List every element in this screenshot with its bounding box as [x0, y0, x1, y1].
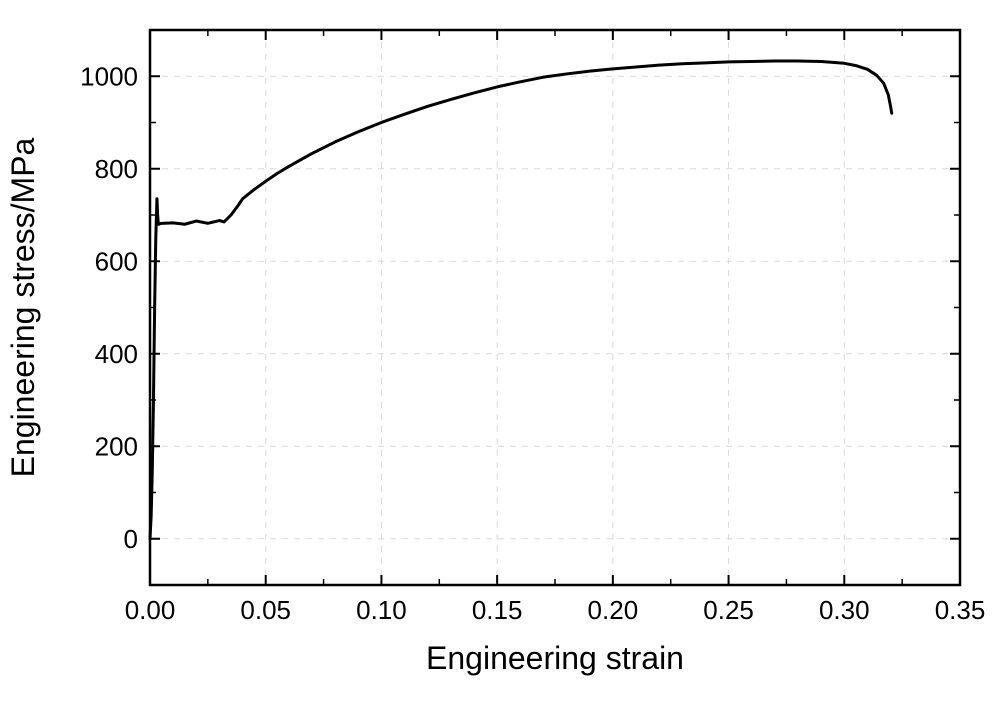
x-tick-label: 0.10 — [356, 595, 407, 625]
x-tick-label: 0.30 — [819, 595, 870, 625]
x-tick-label: 0.00 — [125, 595, 176, 625]
x-tick-label: 0.15 — [472, 595, 523, 625]
x-tick-label: 0.25 — [703, 595, 754, 625]
y-tick-label: 1000 — [80, 61, 138, 91]
x-tick-label: 0.35 — [935, 595, 986, 625]
y-tick-label: 0 — [124, 524, 138, 554]
x-tick-label: 0.05 — [240, 595, 291, 625]
chart-container: 0.00 0.05 0.10 0.15 0.20 0.25 0.30 0.35 0 200 400 6… — [0, 0, 1000, 715]
y-axis-label: Engineering stress/MPa — [5, 137, 41, 477]
y-tick-label: 800 — [95, 154, 138, 184]
x-tick-label: 0.20 — [588, 595, 639, 625]
y-tick-label: 400 — [95, 339, 138, 369]
stress-strain-chart: 0.00 0.05 0.10 0.15 0.20 0.25 0.30 0.35 0 200 400 6… — [0, 0, 1000, 715]
y-tick-label: 200 — [95, 431, 138, 461]
x-axis-label: Engineering strain — [426, 640, 684, 676]
y-tick-label: 600 — [95, 246, 138, 276]
